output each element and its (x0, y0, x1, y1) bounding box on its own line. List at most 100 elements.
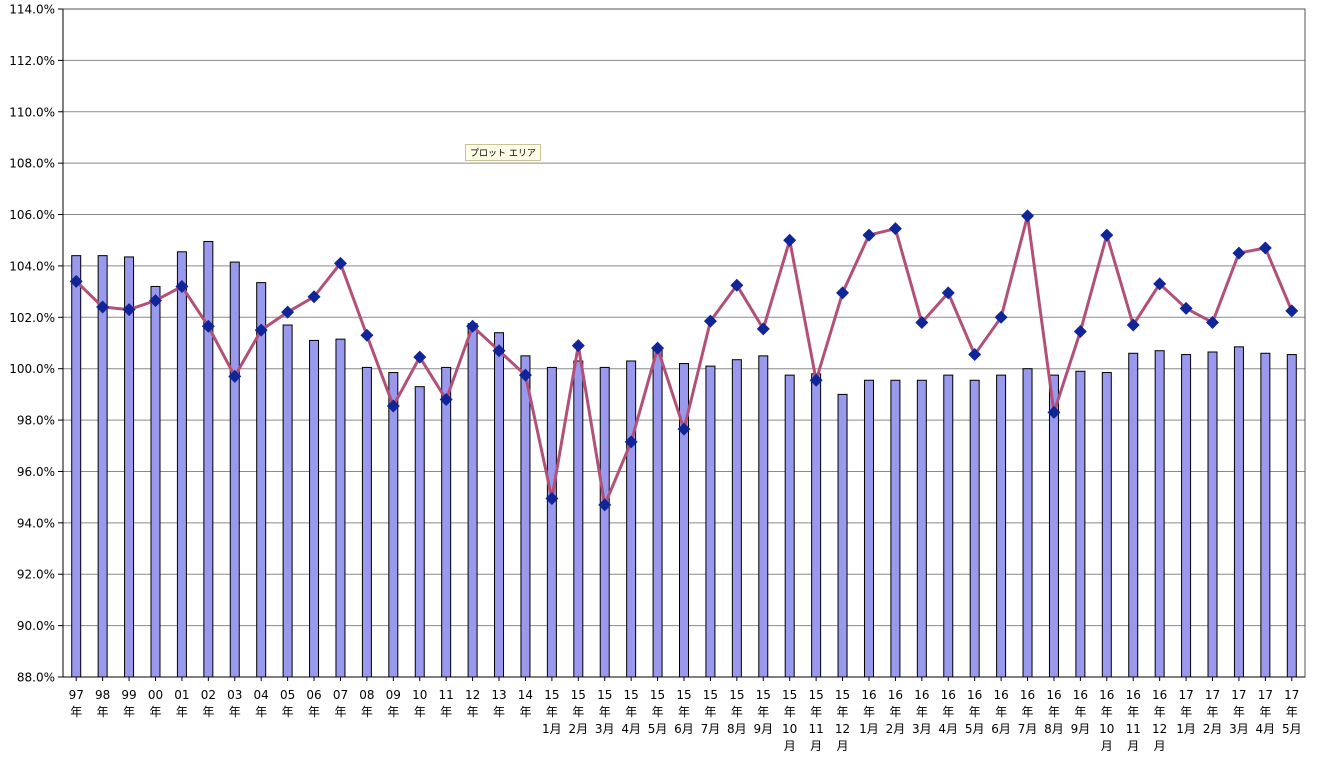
line-point (1073, 324, 1087, 338)
x-tick-label: 17 (1231, 688, 1246, 702)
bar (71, 255, 82, 678)
x-tick-label: 2月 (568, 722, 588, 736)
bar (573, 360, 584, 678)
x-tick-label: 4月 (621, 722, 641, 736)
bar (1207, 351, 1218, 678)
x-tick-label: 05 (280, 688, 295, 702)
bar (388, 372, 399, 678)
bar (969, 379, 980, 678)
x-tick-label: 年 (916, 705, 928, 719)
x-tick-label: 年 (572, 705, 584, 719)
x-tick-label: 年 (149, 705, 161, 719)
x-tick-label: 7月 (701, 722, 721, 736)
x-tick-label: 2月 (886, 722, 906, 736)
x-tick-label: 年 (440, 705, 452, 719)
x-tick-label: 04 (254, 688, 269, 702)
x-tick-label: 9月 (753, 722, 773, 736)
x-tick-label: 年 (308, 705, 320, 719)
x-tick-label: 年 (1233, 705, 1245, 719)
line-point (703, 314, 717, 328)
bar (494, 332, 505, 678)
x-tick-label: 年 (176, 705, 188, 719)
x-tick-label: 11 (439, 688, 454, 702)
line-point (201, 319, 215, 333)
x-tick-label: 月 (784, 739, 796, 753)
x-tick-label: 月 (1127, 739, 1139, 753)
x-tick-label: 年 (863, 705, 875, 719)
x-tick-label: 10 (1099, 722, 1114, 736)
line-point (968, 348, 982, 362)
x-tick-label: 13 (491, 688, 506, 702)
x-tick-label: 3月 (912, 722, 932, 736)
x-tick-label: 15 (650, 688, 665, 702)
x-tick-label: 年 (995, 705, 1007, 719)
y-tick-label: 102.0% (9, 311, 55, 325)
x-tick-label: 年 (784, 705, 796, 719)
x-tick-label: 03 (227, 688, 242, 702)
y-tick-labels: 88.0% 90.0% 92.0% 94.0% 96.0% 98.0% 100.0% 102.… (9, 3, 55, 685)
bar (1101, 372, 1112, 678)
x-tick-label: 16 (914, 688, 929, 702)
x-tick-label: 17 (1205, 688, 1220, 702)
x-tick-label: 12 (1152, 722, 1167, 736)
x-tick-label: 12 (465, 688, 480, 702)
x-tick-label: 17 (1284, 688, 1299, 702)
x-tick-label: 12 (835, 722, 850, 736)
bar (546, 366, 557, 678)
x-tick-label: 16 (941, 688, 956, 702)
x-tick-label: 15 (676, 688, 691, 702)
bar (731, 359, 742, 678)
x-tick-label: 年 (414, 705, 426, 719)
bar (996, 374, 1007, 678)
bar (282, 324, 293, 678)
x-tick-label: 年 (493, 705, 505, 719)
x-tick-label: 年 (97, 705, 109, 719)
bar (1022, 368, 1033, 678)
bar-series (71, 241, 1297, 678)
line-point (413, 350, 427, 364)
y-tick-label: 100.0% (9, 362, 55, 376)
x-tick-label: 年 (1207, 705, 1219, 719)
x-tick-label: 月 (837, 739, 849, 753)
line-point (888, 222, 902, 236)
x-tick-label: 2月 (1203, 722, 1223, 736)
x-tick-label: 年 (334, 705, 346, 719)
x-tick-label: 98 (95, 688, 110, 702)
x-tick-label: 15 (782, 688, 797, 702)
x-tick-label: 月 (810, 739, 822, 753)
x-tick-label: 年 (70, 705, 82, 719)
x-tick-label: 年 (255, 705, 267, 719)
bar (599, 366, 610, 678)
y-tick-label: 96.0% (17, 465, 55, 479)
bar (890, 379, 901, 678)
bar (361, 366, 372, 678)
x-tick-label: 09 (386, 688, 401, 702)
line-point (492, 344, 506, 358)
x-tick-label: 00 (148, 688, 163, 702)
x-tick-label: 97 (69, 688, 84, 702)
x-tick-label: 11 (808, 722, 823, 736)
x-tick-label: 年 (625, 705, 637, 719)
y-tick-label: 108.0% (9, 157, 55, 171)
x-tick-label: 3月 (595, 722, 615, 736)
bar (943, 374, 954, 678)
line-point (1047, 405, 1061, 419)
x-tick-label: 1月 (542, 722, 562, 736)
y-tick-label: 112.0% (9, 54, 55, 68)
line-point (333, 256, 347, 270)
bar (1128, 352, 1139, 678)
x-tick-label: 年 (1286, 705, 1298, 719)
line-point (756, 322, 770, 336)
y-tick-label: 94.0% (17, 516, 55, 530)
y-tick-label: 88.0% (17, 671, 55, 685)
line-point (360, 328, 374, 342)
bar (520, 355, 531, 678)
line-point (518, 368, 532, 382)
line-point (677, 422, 691, 436)
x-tick-label: 年 (678, 705, 690, 719)
x-tick-label: 15 (756, 688, 771, 702)
y-tick-label: 98.0% (17, 414, 55, 428)
bar (811, 373, 822, 678)
